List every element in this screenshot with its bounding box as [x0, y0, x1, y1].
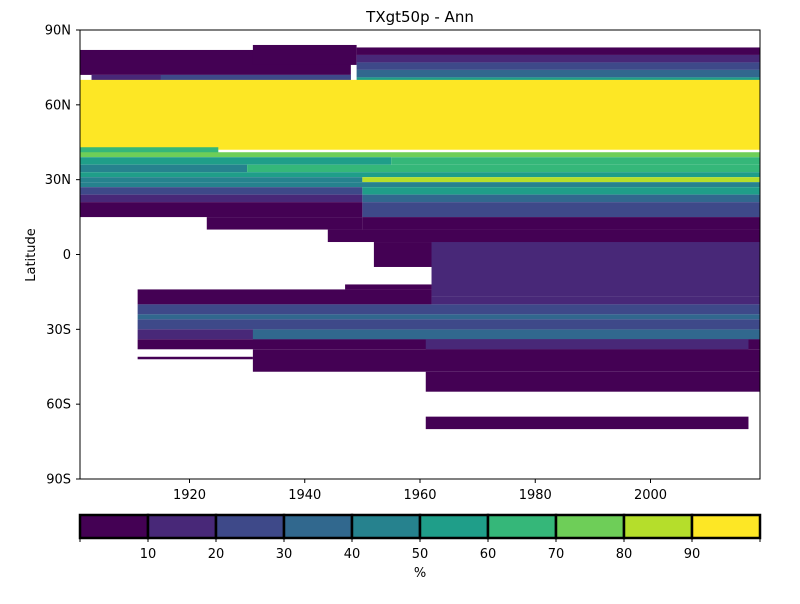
- heatmap-cell-region-27: [206, 217, 363, 230]
- heatmap-cell-region-39: [252, 329, 761, 340]
- heatmap-cell-region-34: [431, 296, 760, 305]
- heatmap-cell-region-45: [425, 416, 749, 430]
- heatmap-cell-region-1: [252, 44, 357, 65]
- heatmap-cell-region-23: [80, 194, 363, 203]
- colorbar-tick-label: 80: [616, 547, 633, 562]
- heatmap-cell-region-18: [80, 177, 363, 183]
- heatmap-cell-region-24: [362, 194, 760, 203]
- colorbar-segment: [146, 513, 218, 540]
- x-tick-label: 2000: [634, 488, 667, 503]
- y-axis-label: Latitude: [24, 228, 39, 282]
- colorbar-segment: [622, 513, 694, 540]
- y-tick-label: 90N: [45, 24, 71, 39]
- heatmap-cell-region-6: [356, 62, 760, 70]
- heatmap-cell-region-13: [80, 157, 392, 165]
- x-tick-label: 1920: [173, 488, 206, 503]
- heatmap-cell-region-10: [80, 79, 760, 150]
- y-axis: 90N 60N 30N 0 30S 60S 90S: [45, 24, 80, 488]
- heatmap-cell-region-7: [356, 69, 760, 78]
- colorbar-segment: [486, 513, 558, 540]
- heatmap-cell-region-16: [247, 164, 760, 173]
- heatmap-cell-region-37: [137, 319, 760, 330]
- colorbar-tick-label: 40: [344, 547, 361, 562]
- heatmap-cell-region-19: [362, 177, 760, 183]
- x-tick-label: 1960: [403, 488, 436, 503]
- y-tick-label: 30S: [46, 323, 71, 338]
- x-axis: 1920 1940 1960 1980 2000: [173, 479, 667, 503]
- heatmap-cell-region-20: [80, 182, 760, 188]
- heatmap-cell-region-44: [425, 371, 760, 392]
- heatmap-cell-region-4: [356, 47, 760, 55]
- heatmap-cell-region-22: [362, 187, 760, 195]
- colorbar-tick-label: 50: [412, 547, 429, 562]
- colorbar-tick-label: 60: [480, 547, 497, 562]
- colorbar-segment: [282, 513, 354, 540]
- colorbar-tick-label: 30: [276, 547, 293, 562]
- chart-title: TXgt50p - Ann: [365, 8, 474, 26]
- colorbar-segment: [78, 513, 150, 540]
- colorbar-segment: [554, 513, 626, 540]
- heatmap-plot-area: [80, 44, 761, 430]
- heatmap-cell-region-14: [391, 157, 760, 165]
- heatmap-cell-region-25: [80, 202, 363, 218]
- heatmap-cell-region-26: [362, 202, 760, 218]
- heatmap-cell-region-42: [252, 349, 761, 372]
- heatmap-cell-region-21: [80, 187, 363, 195]
- colorbar-segment: [418, 513, 490, 540]
- colorbar-tick-label: 90: [684, 547, 701, 562]
- heatmap-cell-region-35: [137, 304, 760, 315]
- colorbar-tick-label: 20: [208, 547, 225, 562]
- colorbar-label: %: [414, 566, 426, 581]
- x-tick-label: 1980: [519, 488, 552, 503]
- heatmap-cell-region-5: [356, 54, 760, 63]
- colorbar-tick-label: 10: [140, 547, 157, 562]
- heatmap-cell-region-11: [80, 147, 219, 155]
- y-tick-label: 0: [63, 248, 71, 263]
- y-tick-label: 90S: [46, 473, 71, 488]
- y-tick-label: 60N: [45, 98, 71, 113]
- colorbar: 10 20 30 40 50 60 70 80 90: [78, 513, 762, 562]
- heatmap-cell-region-43: [137, 356, 253, 360]
- heatmap-cell-region-15: [80, 164, 248, 173]
- heatmap-cell-region-31: [431, 242, 760, 297]
- heatmap-cell-region-29: [327, 229, 760, 243]
- colorbar-segment: [350, 513, 422, 540]
- heatmap-cell-region-28: [362, 217, 760, 230]
- heatmap-cell-region-32: [345, 284, 432, 290]
- colorbar-tick-label: 70: [548, 547, 565, 562]
- x-tick-label: 1940: [288, 488, 321, 503]
- y-tick-label: 60S: [46, 398, 71, 413]
- colorbar-segment: [214, 513, 286, 540]
- heatmap-cell-region-17: [80, 172, 760, 178]
- heatmap-cell-region-33: [137, 289, 432, 305]
- heatmap-cell-region-12: [80, 152, 760, 158]
- heatmap-cell-region-41: [425, 339, 749, 350]
- heatmap-cell-region-36: [137, 314, 760, 320]
- colorbar-segment: [690, 513, 762, 540]
- y-tick-label: 30N: [45, 173, 71, 188]
